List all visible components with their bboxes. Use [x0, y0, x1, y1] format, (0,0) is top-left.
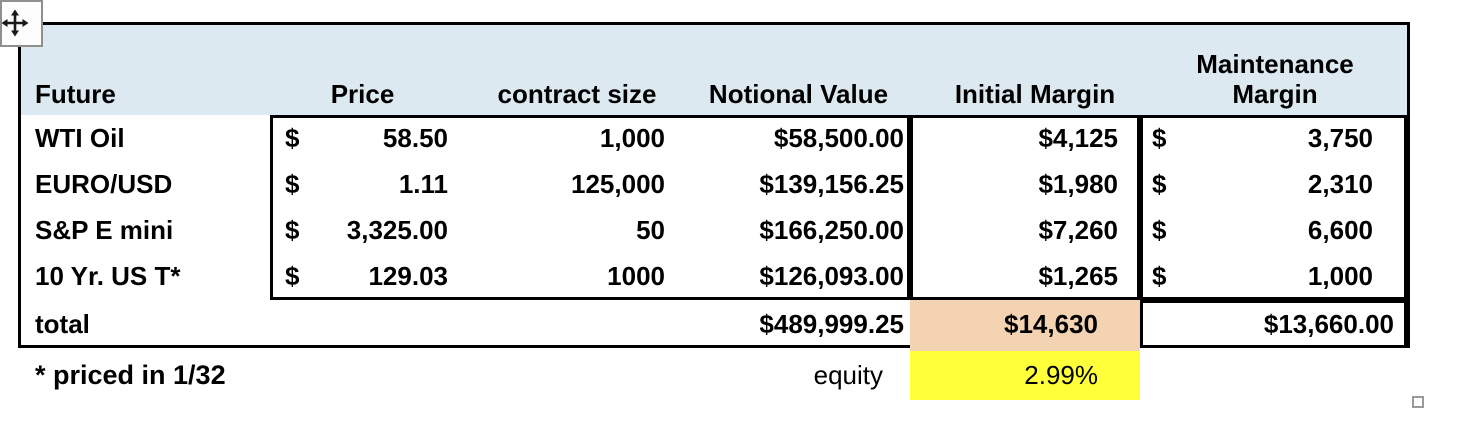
cell-price[interactable]: 1.11 [398, 169, 448, 199]
cell-maintenance-currency[interactable]: $ [1152, 169, 1167, 199]
cell-maintenance-currency[interactable]: $ [1152, 215, 1167, 245]
cell-contract-size[interactable]: 1000 [607, 261, 665, 291]
cell-price[interactable]: 129.03 [368, 261, 448, 291]
cell-notional-value[interactable]: $58,500.00 [773, 123, 904, 153]
cell-initial-margin[interactable]: $4,125 [1038, 123, 1118, 153]
cell-maintenance-currency[interactable]: $ [1152, 123, 1167, 153]
cell-contract-size[interactable]: 50 [636, 215, 665, 245]
header-future[interactable]: Future [35, 79, 116, 109]
initial-margin-border-box [910, 115, 1140, 300]
cell-initial-margin[interactable]: $1,265 [1038, 261, 1118, 291]
cell-maintenance-margin[interactable]: 2,310 [1307, 169, 1373, 199]
header-initial-margin[interactable]: Initial Margin [954, 79, 1116, 109]
cell-maintenance-margin[interactable]: 1,000 [1307, 261, 1373, 291]
futures-margin-table: Future Price contract size Notional Valu… [18, 22, 1410, 351]
cell-initial-margin[interactable]: $1,980 [1038, 169, 1118, 199]
total-maintenance-margin[interactable]: $13,660.00 [1140, 300, 1407, 348]
cell-price-currency[interactable]: $ [285, 215, 300, 245]
header-price[interactable]: Price [330, 79, 395, 109]
header-notional-value[interactable]: Notional Value [708, 79, 889, 109]
cell-contract-size[interactable]: 125,000 [571, 169, 665, 199]
cell-price-currency[interactable]: $ [285, 261, 300, 291]
equity-label[interactable]: equity [813, 360, 883, 390]
cell-price-currency[interactable]: $ [285, 123, 300, 153]
cell-contract-size[interactable]: 1,000 [599, 123, 665, 153]
header-background [21, 25, 1407, 115]
header-contract-size[interactable]: contract size [497, 79, 657, 109]
cell-notional-value[interactable]: $166,250.00 [759, 215, 904, 245]
resize-handle[interactable] [1412, 396, 1424, 408]
price-to-notional-border-box [270, 115, 910, 300]
cell-future[interactable]: WTI Oil [35, 123, 125, 153]
cell-price[interactable]: 58.50 [382, 123, 448, 153]
maintenance-margin-border-box [1140, 115, 1407, 300]
header-maintenance-margin[interactable]: Maintenance Margin [1196, 49, 1354, 109]
cell-initial-margin[interactable]: $7,260 [1038, 215, 1118, 245]
cell-maintenance-currency[interactable]: $ [1152, 261, 1167, 291]
cell-future[interactable]: S&P E mini [35, 215, 174, 245]
cell-maintenance-margin[interactable]: 3,750 [1307, 123, 1373, 153]
cell-notional-value[interactable]: $139,156.25 [759, 169, 904, 199]
cell-price-currency[interactable]: $ [285, 169, 300, 199]
equity-percentage-highlighted[interactable]: 2.99% [910, 351, 1140, 400]
move-handle-button[interactable] [0, 0, 43, 47]
cell-future[interactable]: 10 Yr. US T* [35, 261, 181, 291]
cell-notional-value[interactable]: $126,093.00 [759, 261, 904, 291]
total-label[interactable]: total [35, 309, 90, 339]
cell-price[interactable]: 3,325.00 [346, 215, 448, 245]
cell-future[interactable]: EURO/USD [35, 169, 173, 199]
total-initial-margin-highlighted[interactable]: $14,630 [910, 300, 1140, 351]
cell-maintenance-margin[interactable]: 6,600 [1307, 215, 1373, 245]
footnote-priced-in-32nds: * priced in 1/32 [35, 360, 226, 390]
total-notional-value[interactable]: $489,999.25 [759, 309, 904, 339]
